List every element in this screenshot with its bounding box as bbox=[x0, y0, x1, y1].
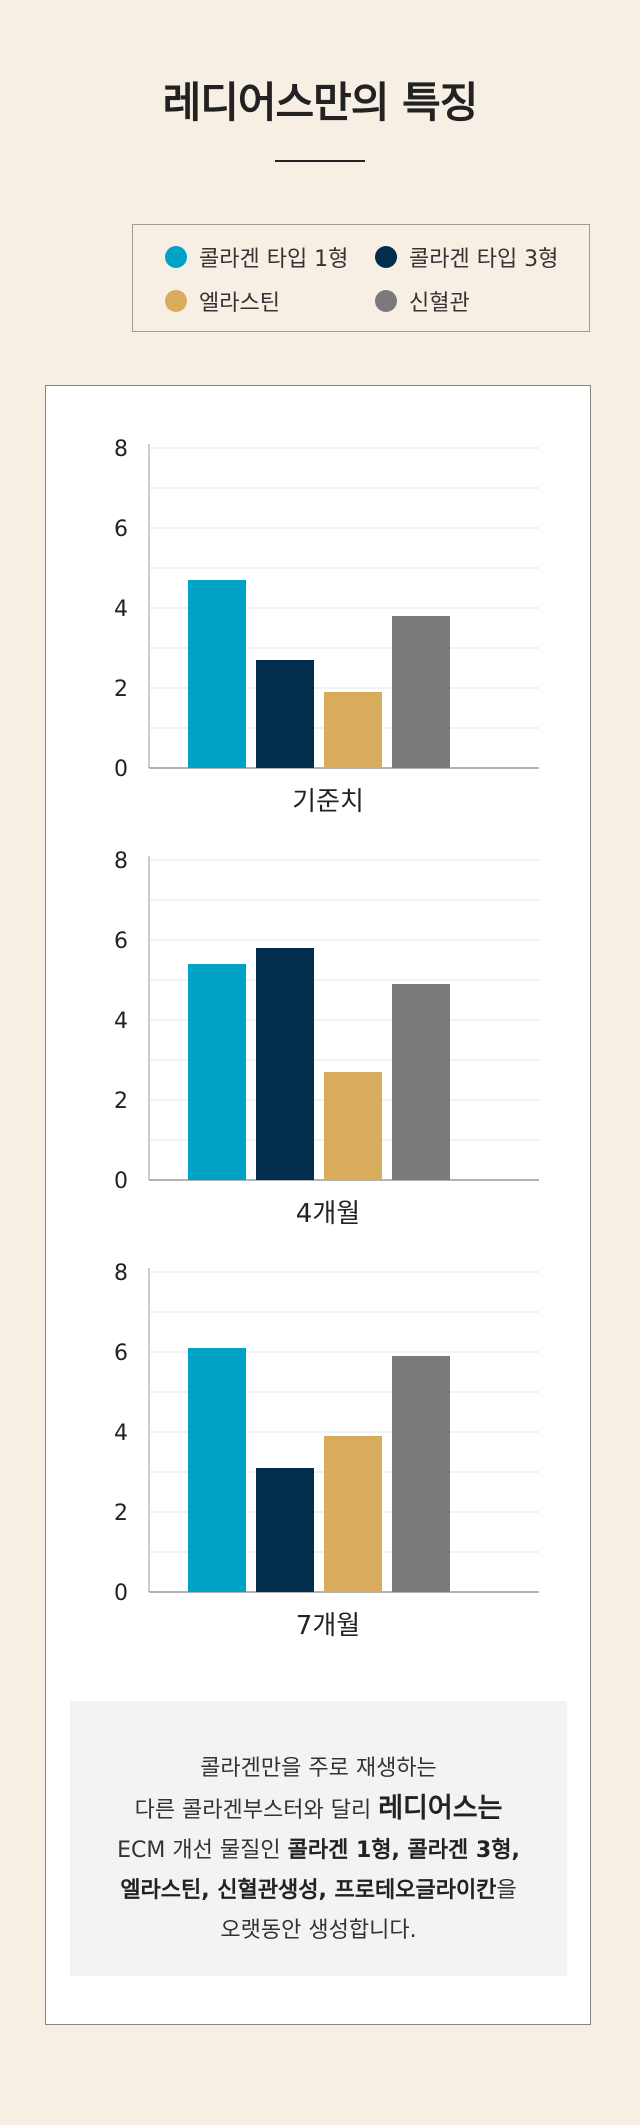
legend-swatch-collagen-type3 bbox=[375, 246, 397, 268]
chart-legend: 콜라겐 타입 1형 콜라겐 타입 3형 엘라스틴 신혈관 bbox=[132, 224, 590, 332]
bar-collagen-type3 bbox=[256, 660, 314, 768]
description-line-4: 엘라스틴, 신혈관생성, 프로테오글라이칸을 bbox=[70, 1871, 567, 1911]
y-tick-label: 0 bbox=[114, 1581, 128, 1606]
bar-chart-svg: 0 2 4 6 8 4개월 bbox=[114, 849, 539, 1229]
bar-neovascularization bbox=[392, 984, 450, 1180]
bar-chart-svg: 0 2 4 6 8 기준치 bbox=[114, 437, 539, 817]
legend-swatch-neovascularization bbox=[375, 290, 397, 312]
bar-elastin bbox=[324, 1072, 382, 1180]
bar-collagen-type1 bbox=[188, 1348, 246, 1592]
bar-collagen-type3 bbox=[256, 948, 314, 1180]
legend-item-elastin: 엘라스틴 bbox=[165, 285, 280, 317]
description-line-5: 오랫동안 생성합니다. bbox=[220, 1918, 417, 1943]
y-tick-label: 8 bbox=[114, 437, 128, 462]
page-title: 레디어스만의 특징 bbox=[162, 78, 479, 127]
bar-neovascularization bbox=[392, 1356, 450, 1592]
chart-caption: 4개월 bbox=[296, 1199, 360, 1229]
legend-label-collagen-type3: 콜라겐 타입 3형 bbox=[409, 247, 559, 272]
legend-label-neovascularization: 신혈관 bbox=[409, 291, 470, 316]
y-tick-label: 4 bbox=[114, 597, 128, 622]
bar-collagen-type1 bbox=[188, 580, 246, 768]
y-tick-label: 6 bbox=[114, 517, 128, 542]
description-line-4-text: 을 bbox=[496, 1878, 517, 1903]
y-tick-label: 8 bbox=[114, 849, 128, 874]
bar-collagen-type1 bbox=[188, 964, 246, 1180]
bar-neovascularization bbox=[392, 616, 450, 768]
legend-item-collagen-type3: 콜라겐 타입 3형 bbox=[375, 241, 558, 273]
description-line-2: 다른 콜라겐부스터와 달리 레디어스는 bbox=[70, 1789, 567, 1831]
title-divider bbox=[275, 160, 365, 162]
legend-label-collagen-type1: 콜라겐 타입 1형 bbox=[199, 247, 349, 272]
description-brand-emphasis: 레디어스는 bbox=[378, 1793, 503, 1824]
legend-item-collagen-type1: 콜라겐 타입 1형 bbox=[165, 241, 348, 273]
chart-panel: 0 2 4 6 8 기준치 0 2 4 6 8 4개월 0 2 4 6 8 7개월 콜라겐만을 주로 재생하는… bbox=[45, 385, 591, 2025]
y-tick-label: 2 bbox=[114, 677, 128, 702]
description-line-2-text: 다른 콜라겐부스터와 달리 bbox=[134, 1798, 379, 1823]
chart-caption: 7개월 bbox=[296, 1611, 360, 1641]
y-tick-label: 0 bbox=[114, 757, 128, 782]
y-tick-label: 2 bbox=[114, 1501, 128, 1526]
y-tick-label: 0 bbox=[114, 1169, 128, 1194]
description-line-3-emphasis: 콜라겐 1형, 콜라겐 3형, bbox=[287, 1838, 520, 1863]
y-tick-label: 8 bbox=[114, 1261, 128, 1286]
description-line-1: 콜라겐만을 주로 재생하는 bbox=[200, 1756, 437, 1781]
bar-elastin bbox=[324, 1436, 382, 1592]
y-tick-label: 4 bbox=[114, 1421, 128, 1446]
y-tick-label: 2 bbox=[114, 1089, 128, 1114]
y-tick-label: 4 bbox=[114, 1009, 128, 1034]
chart-caption: 기준치 bbox=[292, 787, 364, 817]
chart-baseline: 0 2 4 6 8 기준치 bbox=[46, 426, 592, 826]
legend-swatch-elastin bbox=[165, 290, 187, 312]
description-box: 콜라겐만을 주로 재생하는 다른 콜라겐부스터와 달리 레디어스는 ECM 개선… bbox=[70, 1701, 567, 1976]
bar-chart-svg: 0 2 4 6 8 7개월 bbox=[114, 1261, 539, 1641]
chart-7-months: 0 2 4 6 8 7개월 bbox=[46, 1250, 592, 1650]
chart-4-months: 0 2 4 6 8 4개월 bbox=[46, 838, 592, 1238]
description-line-3: ECM 개선 물질인 콜라겐 1형, 콜라겐 3형, bbox=[70, 1831, 567, 1871]
bar-elastin bbox=[324, 692, 382, 768]
description-line-3-text: ECM 개선 물질인 bbox=[117, 1838, 288, 1863]
description-line-4-emphasis: 엘라스틴, 신혈관생성, 프로테오글라이칸 bbox=[120, 1878, 497, 1903]
legend-swatch-collagen-type1 bbox=[165, 246, 187, 268]
legend-item-neovascularization: 신혈관 bbox=[375, 285, 470, 317]
y-tick-label: 6 bbox=[114, 929, 128, 954]
bar-collagen-type3 bbox=[256, 1468, 314, 1592]
y-tick-label: 6 bbox=[114, 1341, 128, 1366]
legend-label-elastin: 엘라스틴 bbox=[199, 291, 280, 316]
